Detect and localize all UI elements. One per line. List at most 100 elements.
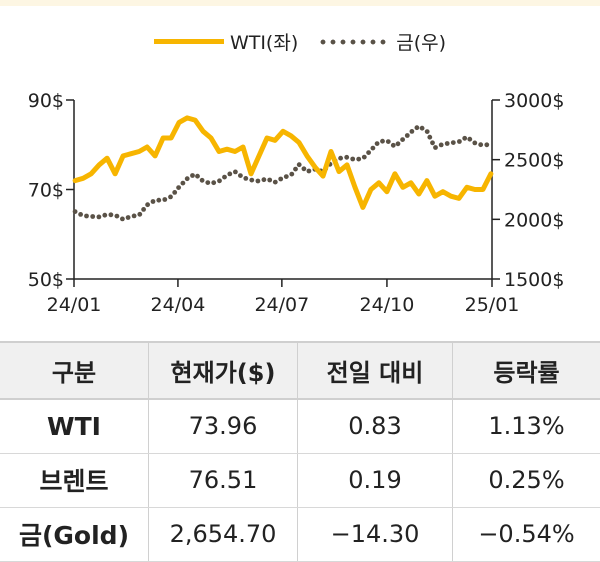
gold-point [420,126,425,131]
gold-point [211,180,216,185]
gold-point [222,175,227,180]
gold-point [78,212,83,217]
gold-point [427,135,432,140]
gold-point [400,137,405,142]
gold-point [433,145,438,150]
table-header-row: 구분 현재가($) 전일 대비 등락률 [0,342,600,399]
row-price: 2,654.70 [149,507,298,561]
x-tick-label: 24/07 [254,294,309,316]
gold-point [410,129,415,134]
gold-point [338,156,343,161]
row-label: 브렌트 [0,453,149,507]
gold-point [293,167,298,172]
price-table: 구분 현재가($) 전일 대비 등락률 WTI 73.96 0.83 1.13%… [0,341,600,562]
gold-point [297,162,302,167]
row-change: 0.83 [298,399,453,453]
gold-point [478,142,483,147]
gold-point [472,141,477,146]
gold-point [238,173,243,178]
gold-point [405,133,410,138]
gold-point [249,178,254,183]
left-tick-label: 90$ [28,90,64,112]
gold-point [172,190,177,195]
row-change: 0.19 [298,453,453,507]
gold-point [396,141,401,146]
table-header-change: 전일 대비 [298,342,453,399]
gold-point [278,177,283,182]
gold-point [467,137,472,142]
table-row: 브렌트 76.51 0.19 0.25% [0,453,600,507]
gold-point [84,214,89,219]
gold-point [391,143,396,148]
gold-point [73,209,78,214]
gold-point [145,202,150,207]
gold-point [217,178,222,183]
gold-point [151,199,156,204]
x-tick-label: 24/04 [151,294,206,316]
gold-point [462,136,467,141]
x-tick-label: 24/10 [360,294,415,316]
gold-point [109,212,114,217]
gold-point [120,217,125,222]
table-row: 금(Gold) 2,654.70 −14.30 −0.54% [0,507,600,561]
gold-point [302,166,307,171]
x-tick-label: 25/01 [465,294,520,316]
row-label: 금(Gold) [0,507,149,561]
gold-point [380,139,385,144]
gold-point [126,215,131,220]
gold-point [267,178,272,183]
gold-point [90,214,95,219]
gold-point [181,181,186,186]
gold-point [256,179,261,184]
gold-point [200,178,205,183]
gold-point [371,146,376,151]
gold-point [350,157,355,162]
gold-point [425,129,430,134]
gold-point [439,143,444,148]
gold-point [168,195,173,200]
table-header-price: 현재가($) [149,342,298,399]
gold-point [233,170,238,175]
x-tick-label: 24/01 [47,294,102,316]
gold-point [190,173,195,178]
gold-point [289,172,294,177]
table-header-category: 구분 [0,342,149,399]
gold-point [176,185,181,190]
gold-point [451,140,456,145]
gold-point [457,139,462,144]
gold-point [484,142,489,147]
gold-point [162,197,167,202]
gold-point [141,207,146,212]
right-tick-label: 1500$ [504,269,564,291]
gold-point [156,198,161,203]
gold-point [430,140,435,145]
row-price: 73.96 [149,399,298,453]
gold-point [386,139,391,144]
gold-point [284,174,289,179]
row-label: WTI [0,399,149,453]
row-change: −14.30 [298,507,453,561]
gold-point [415,125,420,130]
gold-point [102,213,107,218]
row-price: 76.51 [149,453,298,507]
gold-point [195,174,200,179]
row-change-rate: 1.13% [453,399,600,453]
row-change-rate: 0.25% [453,453,600,507]
row-change-rate: −0.54% [453,507,600,561]
gold-point [185,176,190,181]
gold-point [132,214,137,219]
gold-point [243,176,248,181]
gold-series [73,125,490,221]
gold-point [137,212,142,217]
gold-point [273,180,278,185]
gold-point [307,169,312,174]
table-row: WTI 73.96 0.83 1.13% [0,399,600,453]
table-header-change-rate: 등락률 [453,342,600,399]
right-tick-label: 2000$ [504,209,564,231]
gold-point [445,141,450,146]
right-tick-label: 2500$ [504,150,564,172]
gold-point [356,157,361,162]
left-tick-label: 50$ [28,269,64,291]
right-tick-label: 3000$ [504,90,564,112]
